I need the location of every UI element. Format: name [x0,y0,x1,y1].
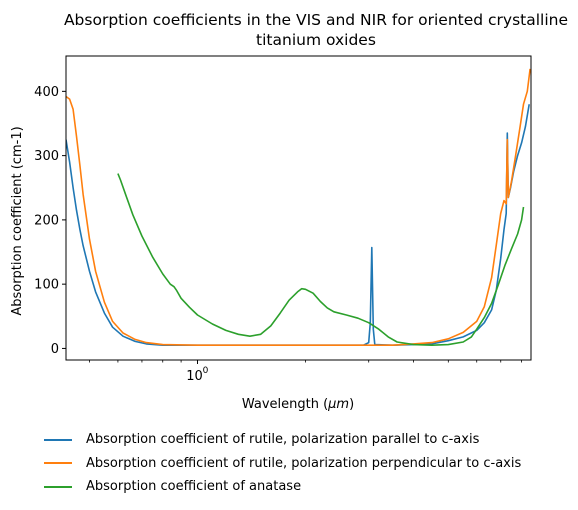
legend-label-rutile-perpendicular: Absorption coefficient of rutile, polari… [86,455,522,471]
series-line-1 [66,68,531,346]
x-axis-label-close: ) [349,397,354,412]
y-axis-label: Absorption coefficient (cm-1) [10,126,25,315]
chart-title-line-2: titanium oxides [256,31,376,49]
axes-frame [65,55,532,361]
legend-swatch-rutile-perpendicular [44,462,72,465]
y-tick-label-100: 100 [34,278,59,293]
chart-title-line-1: Absorption coefficients in the VIS and N… [64,11,568,29]
legend-label-rutile-parallel: Absorption coefficient of rutile, polari… [86,432,480,448]
x-axis-label-unit: μm [327,397,349,412]
legend-swatch-rutile-parallel [44,438,72,441]
x-tick-label-exp-1: 0 [203,366,209,376]
y-tick-label-200: 200 [34,213,59,228]
series-line-2 [117,173,525,346]
legend-swatch-anatase [44,485,72,488]
y-tick-label-300: 300 [34,149,59,164]
y-tick-label-0: 0 [51,342,59,357]
legend-item-rutile-perpendicular: Absorption coefficient of rutile, polari… [42,452,572,476]
legend: Absorption coefficient of rutile, polari… [42,428,572,499]
x-tick-label-1: 10 [186,369,203,384]
x-axis-label: Wavelength (μm) [242,397,354,412]
y-tick-label-400: 400 [34,85,59,100]
x-axis-label-main: Wavelength ( [242,397,328,412]
legend-label-anatase: Absorption coefficient of anatase [86,479,302,495]
legend-item-rutile-parallel: Absorption coefficient of rutile, polari… [42,428,572,452]
series-line-0 [66,104,530,346]
legend-item-anatase: Absorption coefficient of anatase [42,475,572,499]
